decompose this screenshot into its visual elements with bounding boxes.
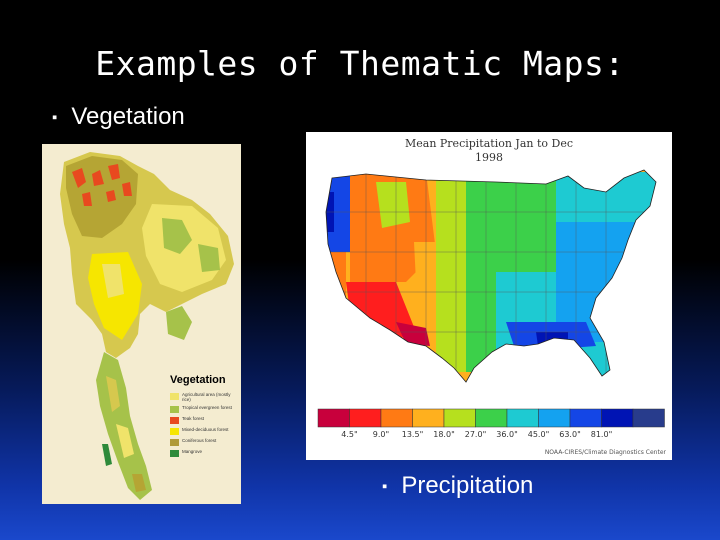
scale-label: 18.0" [433, 430, 455, 439]
slide-title: Examples of Thematic Maps: [95, 44, 625, 83]
precipitation-map-year: 1998 [475, 151, 503, 164]
legend-item: Mangrove [170, 449, 237, 457]
scale-label: 4.5" [341, 430, 357, 439]
precipitation-scale [317, 408, 665, 428]
scale-swatch [317, 408, 350, 428]
legend-swatch [170, 450, 179, 457]
legend-label: Teak forest [182, 416, 205, 421]
scale-label: 13.5" [402, 430, 424, 439]
legend-label: Mixed-deciduous forest [182, 427, 229, 432]
us-precipitation-graphic: Mean Precipitation Jan to Dec 1998 [317, 137, 667, 456]
legend-item: Mixed-deciduous forest [170, 427, 237, 435]
bullet-precipitation: ▪ Precipitation [382, 472, 533, 500]
scale-swatch [475, 408, 508, 428]
scale-swatch [380, 408, 413, 428]
legend-swatch [170, 406, 179, 413]
scale-label: 36.0" [496, 430, 518, 439]
scale-label: 27.0" [465, 430, 487, 439]
scale-swatch [349, 408, 382, 428]
scale-label: 81.0" [591, 430, 613, 439]
square-bullet-icon: ▪ [52, 108, 58, 126]
us-precipitation-map: Mean Precipitation Jan to Dec 1998 [306, 132, 672, 460]
precipitation-zones [326, 170, 656, 382]
precipitation-scale-labels: 4.5" 9.0" 13.5" 18.0" 27.0" 36.0" 45.0" 63.0" 81… [341, 430, 612, 439]
scale-label: 45.0" [528, 430, 550, 439]
scale-swatch [569, 408, 602, 428]
scale-swatch [538, 408, 571, 428]
thailand-vegetation-map: Vegetation Agricultural area (mostly ric… [42, 144, 241, 504]
scale-label: 63.0" [559, 430, 581, 439]
scale-label: 9.0" [373, 430, 389, 439]
scale-swatch [601, 408, 634, 428]
legend-swatch [170, 428, 179, 435]
legend-label: Mangrove [182, 449, 203, 454]
legend-item: Tropical evergreen forest [170, 405, 237, 413]
vegetation-legend: Agricultural area (mostly rice) Tropical… [170, 392, 237, 460]
scale-swatch [632, 408, 665, 428]
legend-item: Coniferous forest [170, 438, 237, 446]
square-bullet-icon: ▪ [382, 477, 388, 495]
scale-swatch [412, 408, 445, 428]
legend-item: Teak forest [170, 416, 237, 424]
bullet-vegetation: ▪ Vegetation [52, 103, 185, 131]
legend-swatch [170, 439, 179, 446]
bullet-vegetation-label: Vegetation [71, 103, 185, 130]
legend-swatch [170, 417, 179, 424]
legend-label: Agricultural area (mostly rice) [182, 392, 231, 402]
thailand-map-graphic [42, 144, 241, 504]
legend-label: Coniferous forest [182, 438, 217, 443]
vegetation-legend-title: Vegetation [170, 374, 226, 386]
bullet-precipitation-label: Precipitation [401, 472, 534, 499]
legend-swatch [170, 393, 179, 400]
precipitation-credit: NOAA-CIRES/Climate Diagnostics Center [545, 449, 667, 456]
precipitation-map-title: Mean Precipitation Jan to Dec [405, 137, 573, 150]
scale-swatch [443, 408, 476, 428]
legend-item: Agricultural area (mostly rice) [170, 392, 237, 402]
us-outline [325, 169, 657, 383]
legend-label: Tropical evergreen forest [182, 405, 232, 410]
scale-swatch [506, 408, 539, 428]
